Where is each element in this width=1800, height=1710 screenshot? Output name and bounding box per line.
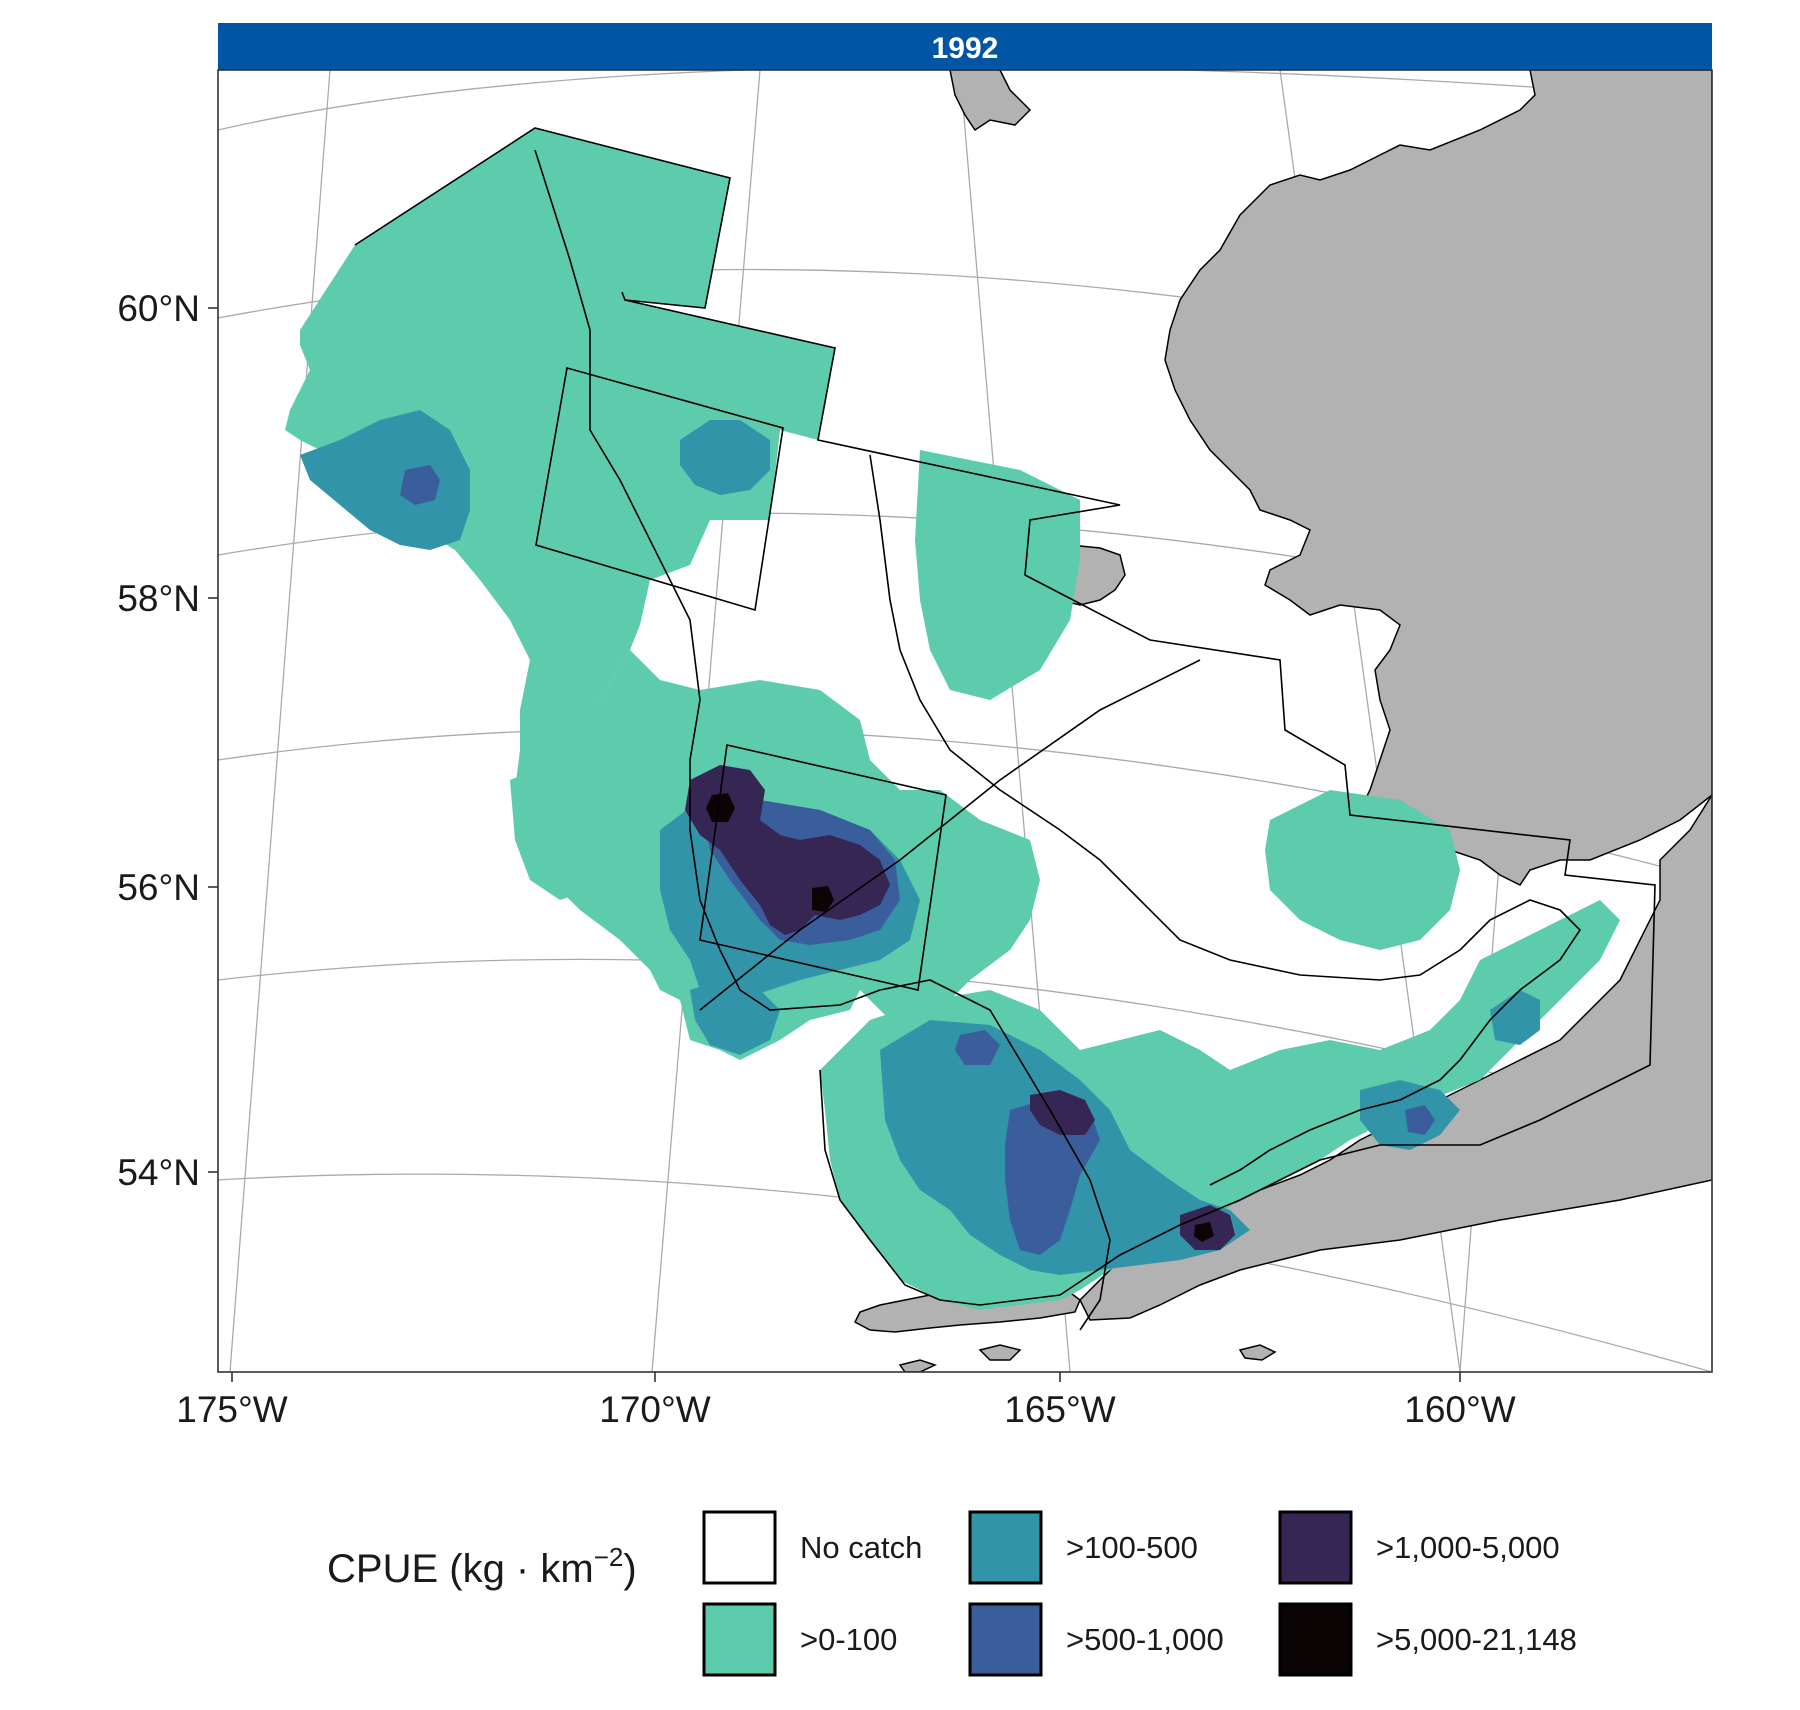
- legend-label-0-100: >0-100: [800, 1622, 897, 1657]
- stratum-line-1: [534, 149, 1111, 1331]
- legend-key-1000-5000: [1278, 1510, 1353, 1585]
- y-tick-label-54n: 54°N: [117, 1152, 200, 1193]
- cpue-band-0-100-bristol: [1265, 790, 1460, 950]
- legend-label-no-catch: No catch: [800, 1530, 922, 1565]
- alaska-mainland: [1164, 70, 1712, 886]
- cpue-band-5000-plus-1: [706, 793, 735, 822]
- pribilof-box: [699, 744, 947, 991]
- y-tick-label-58n: 58°N: [117, 578, 200, 619]
- legend-title: CPUE (kg · km−2): [327, 1542, 637, 1591]
- land: [688, 70, 1712, 1372]
- cpue-surface: [285, 128, 1620, 1310]
- cpue-band-5000-plus-3: [1194, 1222, 1214, 1242]
- legend-key-0-100: [702, 1602, 777, 1677]
- facet-strip-title: 1992: [932, 32, 999, 65]
- y-tick-label-56n: 56°N: [117, 867, 200, 908]
- aleutian-isle-2: [1238, 1344, 1277, 1361]
- cpue-band-500-1000-spot: [955, 1030, 1000, 1065]
- cpue-band-0-100-east: [915, 450, 1080, 700]
- cpue-band-500-1000-east: [1405, 1105, 1435, 1135]
- x-tick-label-175w: 175°W: [176, 1389, 288, 1430]
- legend-key-500-1000: [968, 1602, 1043, 1677]
- y-axis: 60°N 58°N 56°N 54°N: [117, 288, 218, 1193]
- x-axis: 175°W 170°W 165°W 160°W: [176, 1372, 1516, 1430]
- st-matthew-box: [535, 366, 784, 612]
- map-panel-border: [217, 69, 1713, 1373]
- cpue-band-100-500-pribilof-north: [680, 420, 770, 495]
- map-panel: [218, 70, 1712, 1372]
- cpue-band-100-500-pribilof-south: [690, 980, 780, 1055]
- legend-label-5000-plus: >5,000-21,148: [1376, 1622, 1577, 1657]
- shelf-division-line: [699, 659, 1201, 1011]
- legend-key-no-catch: [702, 1510, 777, 1585]
- cpue-band-100-500-inner: [1490, 990, 1540, 1045]
- stratum-line-2: [869, 454, 1582, 1186]
- legend-label-1000-5000: >1,000-5,000: [1376, 1530, 1560, 1565]
- cpue-band-1000-5000-shelf: [1030, 1090, 1095, 1135]
- y-tick-label-60n: 60°N: [117, 288, 200, 329]
- survey-outer-boundary: [354, 127, 1656, 1306]
- cpue-band-5000-plus-2: [812, 886, 834, 912]
- cpue-band-500-1000-nw: [400, 465, 440, 505]
- cpue-band-0-100-outer-shelf: [510, 760, 620, 900]
- x-tick-label-165w: 165°W: [1004, 1389, 1116, 1430]
- aleutian-isle-1: [978, 1344, 1022, 1361]
- cpue-band-1000-5000-central: [685, 765, 890, 935]
- facet-strip: [218, 23, 1712, 70]
- x-tick-label-160w: 160°W: [1404, 1389, 1516, 1430]
- legend: CPUE (kg · km−2) No catch >0-100 >100-50…: [327, 1510, 1577, 1677]
- st-matthew-island: [949, 70, 1032, 132]
- legend-label-100-500: >100-500: [1066, 1530, 1198, 1565]
- legend-label-500-1000: >500-1,000: [1066, 1622, 1224, 1657]
- legend-key-5000-plus: [1278, 1602, 1353, 1677]
- cpue-band-100-500-nw: [300, 410, 470, 550]
- aleutian-isle-3: [898, 1359, 938, 1372]
- x-tick-label-170w: 170°W: [599, 1389, 711, 1430]
- survey-boundaries: [354, 127, 1656, 1331]
- cpue-band-0-100-north: [285, 128, 835, 740]
- legend-key-100-500: [968, 1510, 1043, 1585]
